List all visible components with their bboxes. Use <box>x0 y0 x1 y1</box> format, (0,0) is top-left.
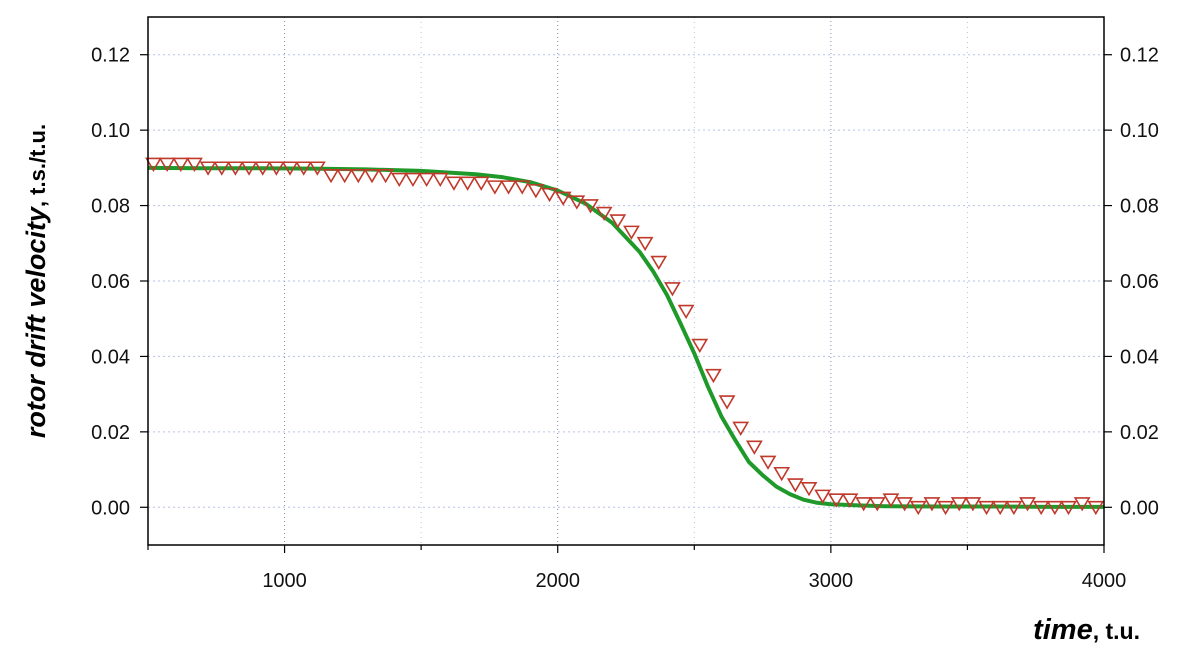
y-tick-label-left: 0.08 <box>91 196 130 218</box>
data-point-marker <box>759 455 777 470</box>
data-point-marker <box>172 157 190 172</box>
x-tick-label: 3000 <box>809 570 854 592</box>
data-point-marker <box>1073 497 1091 512</box>
data-point-marker <box>677 304 695 320</box>
data-point-marker <box>636 236 654 252</box>
data-point-marker <box>664 282 681 297</box>
x-tick-label: 1000 <box>262 570 307 592</box>
data-point-marker <box>459 176 476 191</box>
data-point-marker <box>868 497 886 512</box>
data-point-marker <box>513 180 531 195</box>
data-point-marker <box>814 489 832 504</box>
y-tick-label-right: 0.12 <box>1120 45 1159 67</box>
data-point-marker <box>595 206 613 221</box>
x-tick-label: 2000 <box>535 570 580 592</box>
x-axis-label: time, t.u. <box>1033 614 1140 646</box>
data-point-marker <box>1046 500 1064 516</box>
data-point-marker <box>254 161 272 176</box>
data-point-marker <box>732 421 750 436</box>
data-point-marker <box>377 169 395 184</box>
data-point-marker <box>158 157 176 172</box>
y-tick-label-left: 0.00 <box>91 497 130 519</box>
data-point-marker <box>923 497 941 512</box>
data-point-marker <box>472 176 490 191</box>
y-tick-label-left: 0.12 <box>91 45 130 67</box>
data-point-marker <box>896 497 914 512</box>
y-tick-label-right: 0.08 <box>1120 196 1159 218</box>
data-point-marker <box>390 172 408 188</box>
data-point-marker <box>950 497 968 512</box>
data-point-marker <box>773 466 791 482</box>
y-tick-label-right: 0.10 <box>1120 120 1159 142</box>
data-point-marker <box>800 482 818 497</box>
data-point-marker <box>500 180 517 195</box>
data-point-marker <box>718 395 736 410</box>
data-point-marker <box>568 195 586 210</box>
data-point-marker <box>841 493 859 508</box>
x-axis-label-unit: , t.u. <box>1093 618 1140 644</box>
data-point-marker <box>554 191 572 206</box>
data-point-marker <box>745 440 763 455</box>
y-tick-label-right: 0.02 <box>1120 422 1159 444</box>
y-tick-label-left: 0.04 <box>91 346 130 368</box>
data-point-marker <box>418 172 436 188</box>
data-point-marker <box>404 172 422 188</box>
axes: 1000 2000 3000 4000 0.00 0.00 0.02 0.02 0.04 0.04… <box>91 45 1159 592</box>
data-point-marker <box>349 169 367 184</box>
data-point-marker <box>705 368 722 384</box>
data-point-marker <box>295 161 313 176</box>
data-point-marker <box>227 161 244 176</box>
data-point-marker <box>609 214 627 229</box>
data-point-marker <box>882 493 900 508</box>
y-tick-label-right: 0.06 <box>1120 271 1159 293</box>
data-point-marker <box>322 169 340 184</box>
data-point-marker <box>281 161 299 176</box>
data-point-marker <box>363 169 381 184</box>
data-point-marker <box>199 161 217 176</box>
y-axis-label: rotor drift velocity, t.s./t.u. <box>21 124 51 438</box>
data-point-marker <box>691 338 709 353</box>
data-point-marker <box>186 157 203 172</box>
data-point-marker <box>1005 500 1023 516</box>
data-point-marker <box>964 497 982 512</box>
y-axis-label-unit: , t.s./t.u. <box>25 124 50 207</box>
data-point-marker <box>937 500 954 516</box>
data-point-marker <box>623 225 640 240</box>
data-point-marker <box>267 161 285 176</box>
data-point-marker <box>909 500 927 516</box>
data-point-marker <box>445 176 463 191</box>
data-point-marker <box>1019 497 1036 512</box>
y-tick-label-right: 0.04 <box>1120 346 1159 368</box>
plot-area <box>148 17 1104 545</box>
y-tick-label-left: 0.02 <box>91 422 130 444</box>
data-point-marker <box>541 187 558 203</box>
data-point-marker <box>786 478 804 493</box>
data-point-marker <box>486 180 504 195</box>
data-point-marker <box>827 493 845 508</box>
data-point-marker <box>582 199 599 214</box>
y-tick-label-left: 0.06 <box>91 271 130 293</box>
data-point-marker <box>308 161 326 176</box>
data-point-marker <box>1032 500 1050 516</box>
marker-layer <box>145 157 1105 516</box>
data-point-marker <box>145 157 162 172</box>
y-tick-label-right: 0.00 <box>1120 497 1159 519</box>
data-point-marker <box>527 184 545 199</box>
data-point-marker <box>855 497 873 512</box>
y-axis-label-main: rotor drift velocity <box>21 205 51 438</box>
data-point-marker <box>1060 500 1077 516</box>
data-point-marker <box>978 500 995 516</box>
data-point-marker <box>650 255 668 271</box>
x-axis-label-main: time <box>1033 614 1093 646</box>
x-tick-label: 4000 <box>1082 570 1127 592</box>
data-point-marker <box>431 172 449 188</box>
data-point-marker <box>213 161 231 176</box>
data-point-marker <box>240 161 258 176</box>
data-point-marker <box>336 169 354 184</box>
data-point-marker <box>991 500 1009 516</box>
y-tick-label-left: 0.10 <box>91 120 130 142</box>
data-point-marker <box>1087 500 1105 516</box>
